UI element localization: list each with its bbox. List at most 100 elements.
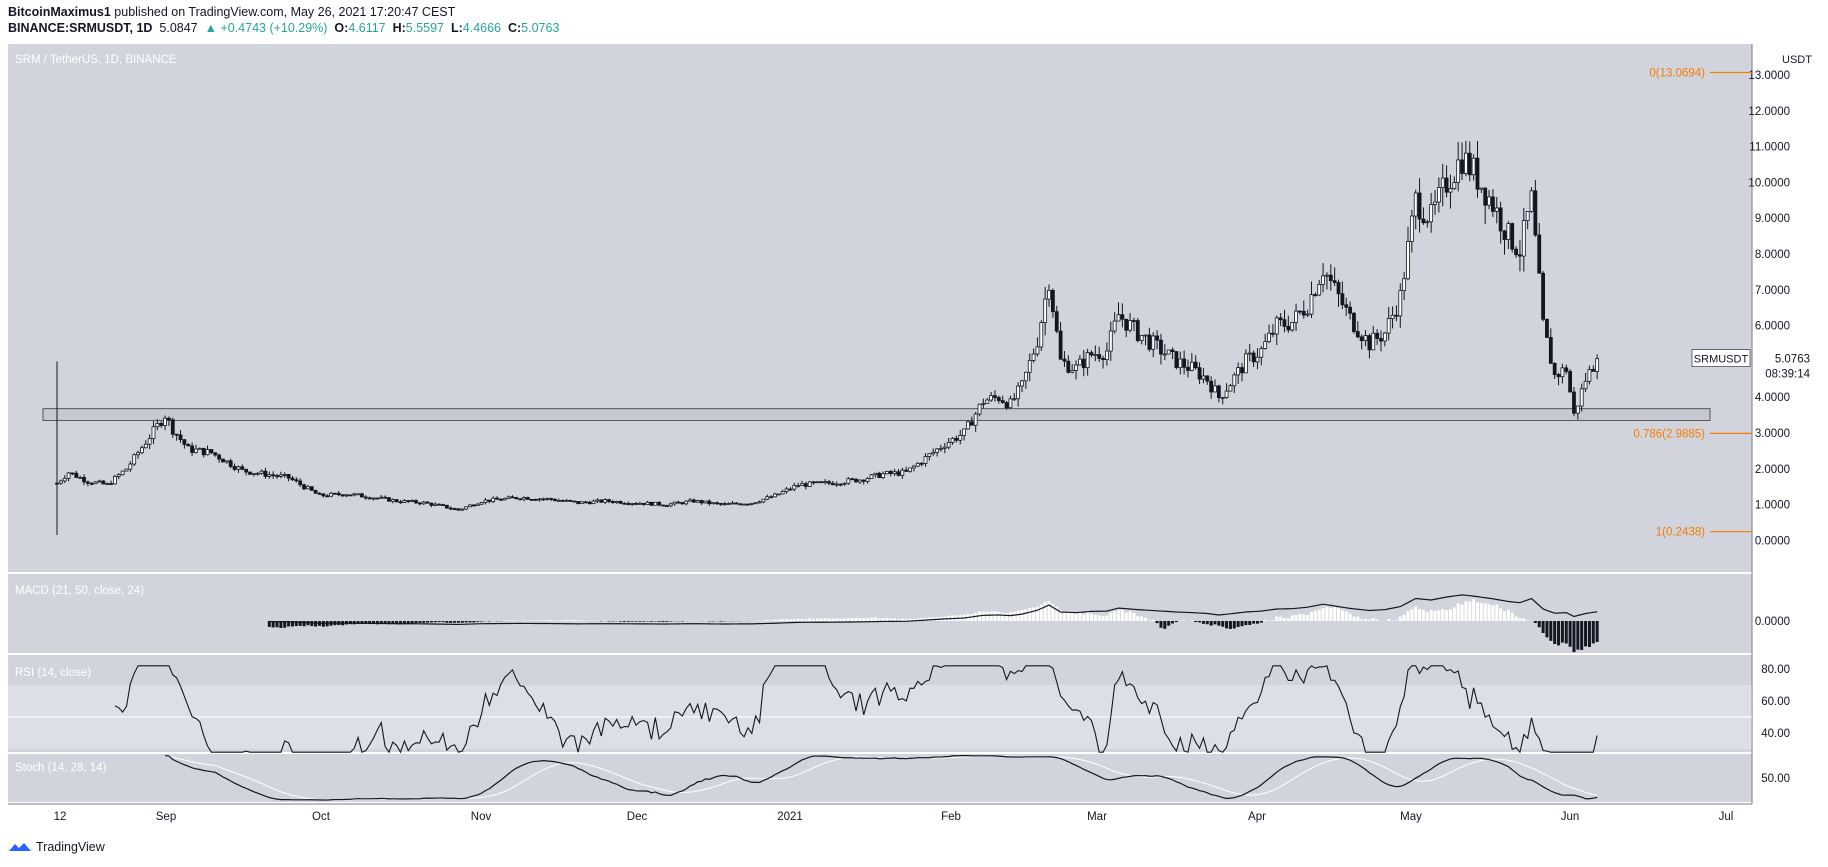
candle-body bbox=[1170, 349, 1175, 352]
macd-histogram-bar bbox=[1522, 618, 1526, 621]
candle-body bbox=[1004, 402, 1009, 409]
candle-body bbox=[649, 501, 654, 506]
candle-body bbox=[1433, 201, 1437, 205]
tradingview-logo[interactable]: TradingView bbox=[8, 840, 105, 854]
candle-body bbox=[167, 417, 171, 421]
ytick-label: 12.0000 bbox=[1748, 106, 1790, 118]
macd-histogram-bar bbox=[788, 619, 792, 621]
candle-body bbox=[178, 434, 183, 441]
macd-histogram-bar bbox=[1062, 611, 1066, 621]
candle-body bbox=[1255, 356, 1260, 363]
candle-body bbox=[1197, 367, 1202, 380]
candle-body bbox=[124, 468, 129, 472]
candle-body bbox=[1085, 352, 1090, 369]
candle-body bbox=[317, 492, 322, 495]
macd-histogram-bar bbox=[1236, 621, 1240, 627]
candle-body bbox=[989, 395, 994, 401]
candle-body bbox=[1525, 211, 1530, 221]
candle-body bbox=[433, 503, 438, 506]
support-zone bbox=[42, 408, 1711, 421]
candle-body bbox=[1456, 159, 1461, 183]
candle-body bbox=[854, 478, 858, 483]
candle-body bbox=[441, 504, 445, 506]
macd-histogram-bar bbox=[1360, 619, 1364, 621]
candle-body bbox=[221, 458, 225, 463]
candle-body bbox=[1487, 196, 1491, 206]
macd-histogram-bar bbox=[1282, 618, 1286, 621]
macd-histogram-bar bbox=[1225, 621, 1229, 629]
macd-histogram-bar bbox=[858, 618, 862, 621]
candle-body bbox=[734, 502, 739, 505]
candle-body bbox=[688, 499, 692, 502]
candle-body bbox=[823, 481, 828, 484]
macd-pane-title: MACD (21, 50, close, 24) bbox=[15, 585, 144, 597]
candle-body bbox=[1162, 353, 1167, 356]
macd-histogram-bar bbox=[815, 618, 819, 621]
candle-body bbox=[958, 435, 963, 441]
candle-body bbox=[614, 500, 619, 503]
symbol-label[interactable]: BINANCE:SRMUSDT, 1D bbox=[8, 21, 153, 35]
ytick-label: 0.0000 bbox=[1755, 535, 1790, 547]
candle-body bbox=[1325, 274, 1329, 277]
candle-body bbox=[1479, 187, 1484, 190]
candle-body bbox=[985, 399, 990, 404]
low-label: L: bbox=[450, 21, 463, 35]
candle-body bbox=[591, 500, 596, 505]
candle-body bbox=[1132, 320, 1136, 322]
macd-histogram-bar bbox=[1568, 621, 1572, 647]
macd-histogram-bar bbox=[379, 621, 383, 624]
candle-body bbox=[1417, 192, 1422, 220]
candle-body bbox=[205, 449, 210, 456]
candle-body bbox=[217, 454, 222, 460]
candle-body bbox=[1290, 321, 1295, 331]
macd-histogram-bar bbox=[1367, 619, 1371, 621]
candle-body bbox=[1363, 335, 1368, 341]
macd-histogram-bar bbox=[1259, 621, 1263, 623]
high-label: H: bbox=[392, 21, 406, 35]
candle-body bbox=[533, 499, 538, 501]
candle-body bbox=[657, 501, 662, 506]
macd-histogram-bar bbox=[1082, 614, 1086, 621]
macd-histogram-bar bbox=[904, 618, 908, 621]
macd-histogram-bar bbox=[1557, 621, 1561, 646]
macd-histogram-bar bbox=[1329, 608, 1333, 621]
candle-body bbox=[1251, 352, 1256, 363]
macd-histogram-bar bbox=[480, 621, 484, 622]
last-price-tag-bg bbox=[1691, 349, 1751, 367]
macd-histogram-bar bbox=[1294, 615, 1298, 621]
macd-histogram-bar bbox=[1059, 610, 1063, 621]
rsi-ytick: 40.00 bbox=[1761, 728, 1790, 740]
candle-body bbox=[140, 447, 144, 454]
last-price-countdown: 08:39:14 bbox=[1765, 369, 1810, 381]
macd-histogram-bar bbox=[1159, 621, 1163, 628]
macd-histogram-bar bbox=[1140, 616, 1144, 621]
candle-body bbox=[1274, 317, 1279, 335]
macd-histogram-bar bbox=[831, 618, 835, 621]
candle-body bbox=[383, 496, 388, 499]
macd-histogram-bar bbox=[321, 621, 325, 627]
macd-histogram-bar bbox=[777, 619, 781, 621]
candle-body bbox=[699, 500, 704, 504]
macd-histogram-bar bbox=[1429, 609, 1433, 621]
candle-body bbox=[1371, 332, 1376, 351]
candle-body bbox=[143, 443, 148, 449]
candle-body bbox=[746, 503, 750, 506]
candle-body bbox=[263, 470, 268, 477]
candle-body bbox=[1402, 278, 1407, 291]
macd-histogram-bar bbox=[1124, 612, 1128, 621]
candle-body bbox=[1518, 254, 1522, 257]
candle-body bbox=[1159, 339, 1163, 355]
macd-histogram-bar bbox=[1128, 611, 1132, 621]
author-name[interactable]: BitcoinMaximus1 bbox=[8, 5, 111, 19]
candle-body bbox=[1236, 367, 1241, 376]
macd-histogram-bar bbox=[568, 620, 572, 621]
candle-body bbox=[1020, 380, 1024, 387]
macd-histogram-bar bbox=[1510, 612, 1514, 621]
candle-body bbox=[776, 493, 781, 496]
macd-histogram-bar bbox=[877, 618, 881, 621]
candle-body bbox=[560, 499, 565, 502]
macd-histogram-bar bbox=[1201, 621, 1205, 624]
candle-body bbox=[1328, 274, 1333, 282]
candle-body bbox=[1436, 187, 1441, 203]
